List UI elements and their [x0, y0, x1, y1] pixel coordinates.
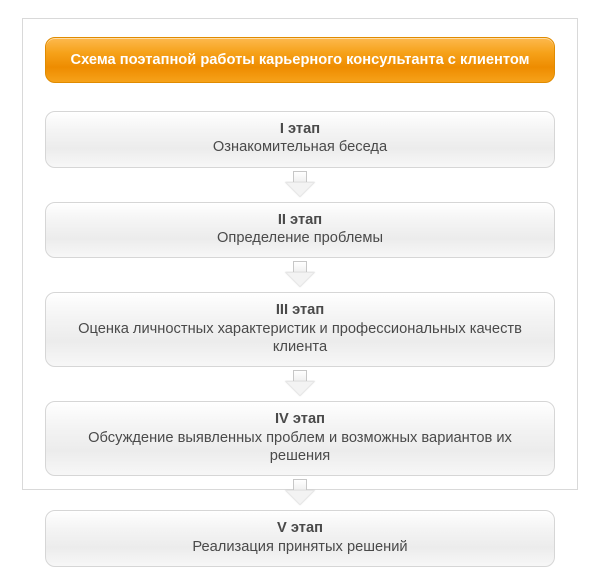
stage-description: Определение проблемы [56, 229, 544, 247]
arrow-down-icon [285, 168, 315, 202]
stage-label: V этап [56, 519, 544, 537]
stage-2: II этап Определение проблемы [45, 202, 555, 259]
stage-description: Ознакомительная беседа [56, 138, 544, 156]
stage-3: III этап Оценка личностных характеристик… [45, 292, 555, 367]
stage-description: Обсуждение выявленных проблем и возможны… [56, 429, 544, 466]
stage-label: I этап [56, 120, 544, 138]
stage-label: IV этап [56, 410, 544, 428]
diagram-title: Схема поэтапной работы карьерного консул… [45, 37, 555, 83]
arrow-down-icon [285, 476, 315, 510]
stage-description: Реализация принятых решений [56, 538, 544, 556]
stage-label: III этап [56, 301, 544, 319]
stage-4: IV этап Обсуждение выявленных проблем и … [45, 401, 555, 476]
stage-label: II этап [56, 211, 544, 229]
arrow-down-icon [285, 367, 315, 401]
arrow-down-icon [285, 258, 315, 292]
stage-1: I этап Ознакомительная беседа [45, 111, 555, 168]
stage-description: Оценка личностных характеристик и профес… [56, 320, 544, 357]
stage-5: V этап Реализация принятых решений [45, 510, 555, 567]
diagram-canvas: Схема поэтапной работы карьерного консул… [22, 18, 578, 490]
